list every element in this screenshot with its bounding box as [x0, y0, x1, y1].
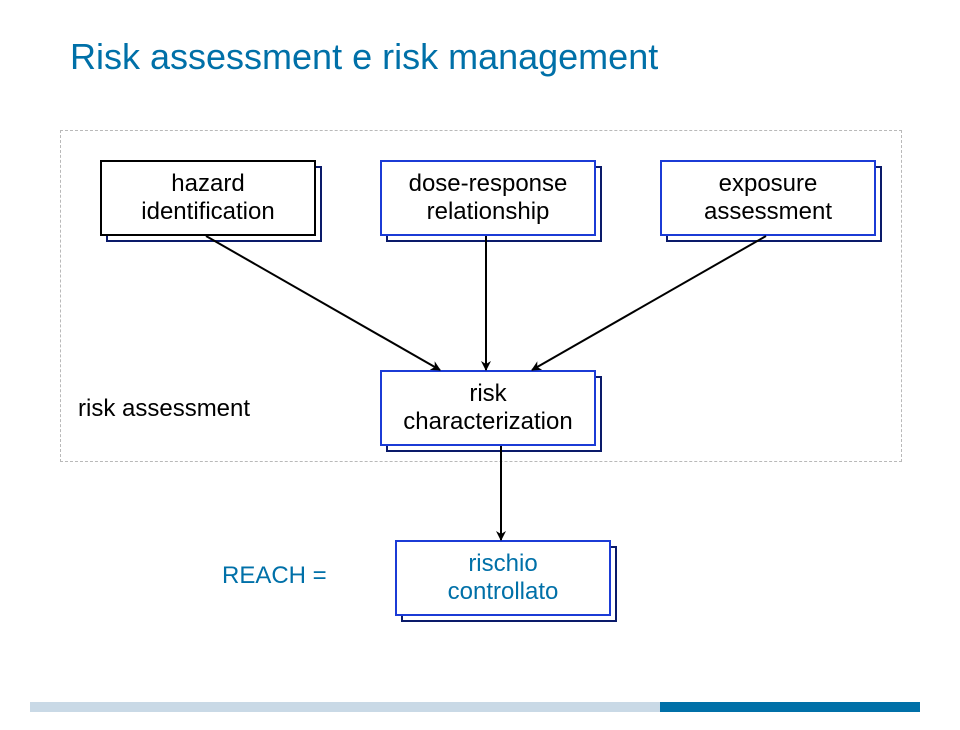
box-line: hazard [171, 170, 244, 198]
rischio-controllato-box: rischio controllato [395, 540, 611, 616]
box-line: risk [469, 380, 506, 408]
slide: Risk assessment e risk management hazard… [0, 0, 960, 730]
reach-label: REACH = [222, 562, 327, 590]
risk-assessment-label: risk assessment [78, 395, 250, 423]
box-line: characterization [403, 408, 572, 436]
exposure-assessment-box: exposure assessment [660, 160, 876, 236]
footer-bar-left [30, 702, 670, 712]
box-line: exposure [719, 170, 818, 198]
footer-bar-right [660, 702, 920, 712]
box-line: assessment [704, 198, 832, 226]
box-line: identification [141, 198, 274, 226]
dose-response-box: dose-response relationship [380, 160, 596, 236]
box-line: dose-response [409, 170, 568, 198]
page-title: Risk assessment e risk management [70, 36, 658, 78]
risk-characterization-box: risk characterization [380, 370, 596, 446]
box-line: controllato [448, 578, 559, 606]
hazard-identification-box: hazard identification [100, 160, 316, 236]
box-line: relationship [427, 198, 550, 226]
box-line: rischio [468, 550, 537, 578]
